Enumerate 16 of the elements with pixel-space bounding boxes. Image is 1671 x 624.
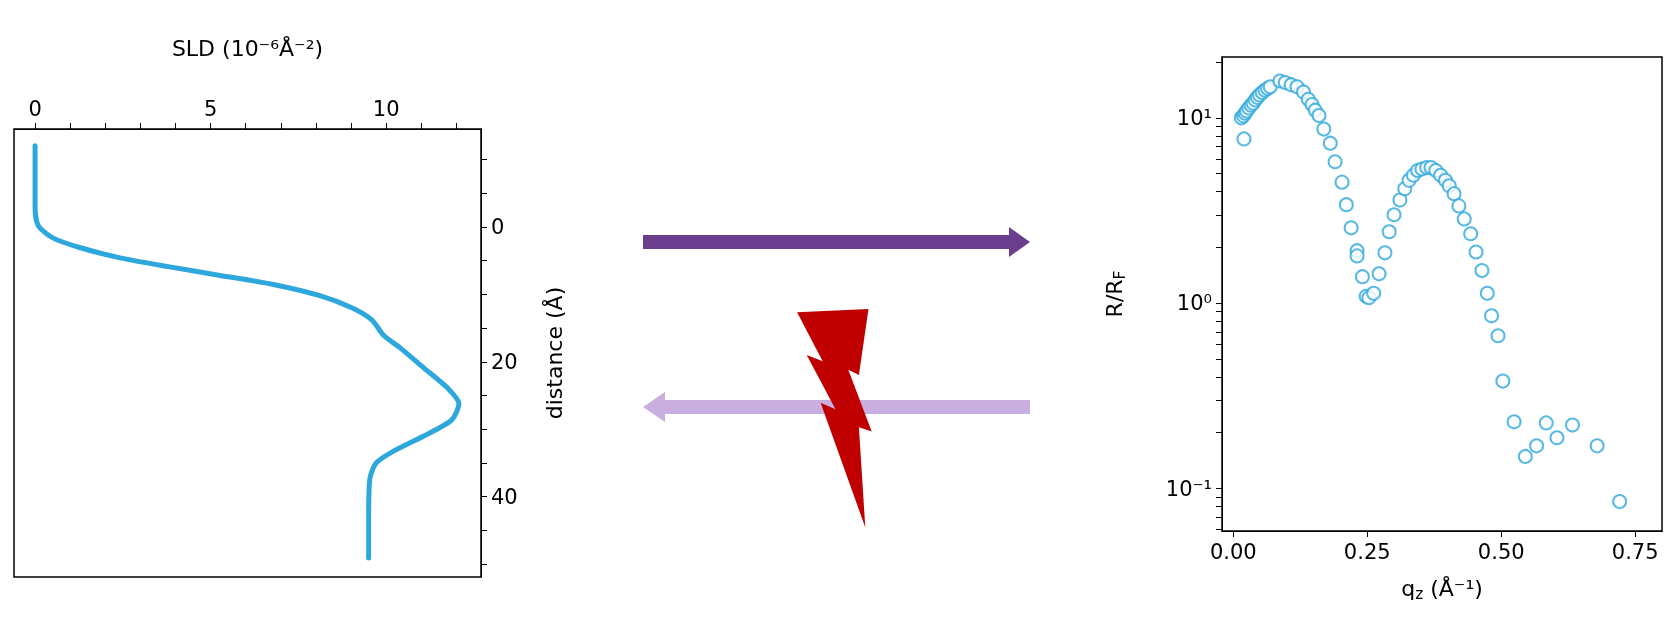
- x-tick-label: 0.50: [1477, 539, 1525, 564]
- x-axis-title: SLD (10⁻⁶Å⁻²): [171, 34, 324, 61]
- y-tick-label: 10⁻¹: [1165, 476, 1212, 501]
- y-tick-label: 20: [491, 349, 518, 374]
- x-tick-label: 10: [372, 96, 400, 121]
- x-tick-label: 0.25: [1343, 539, 1391, 564]
- y-tick-label: 0: [491, 214, 505, 239]
- x-tick-label: 0: [28, 96, 42, 121]
- x-tick-label: 0.75: [1611, 539, 1659, 564]
- y-axis-title: distance (Å): [540, 286, 567, 420]
- y-tick-label: 40: [491, 484, 518, 509]
- y-tick-label: 10⁰: [1176, 291, 1212, 316]
- x-tick-label: 0.00: [1209, 539, 1257, 564]
- x-tick-label: 5: [203, 96, 218, 121]
- y-axis-title: R/RF: [1101, 270, 1129, 318]
- y-tick-label: 10¹: [1176, 105, 1212, 130]
